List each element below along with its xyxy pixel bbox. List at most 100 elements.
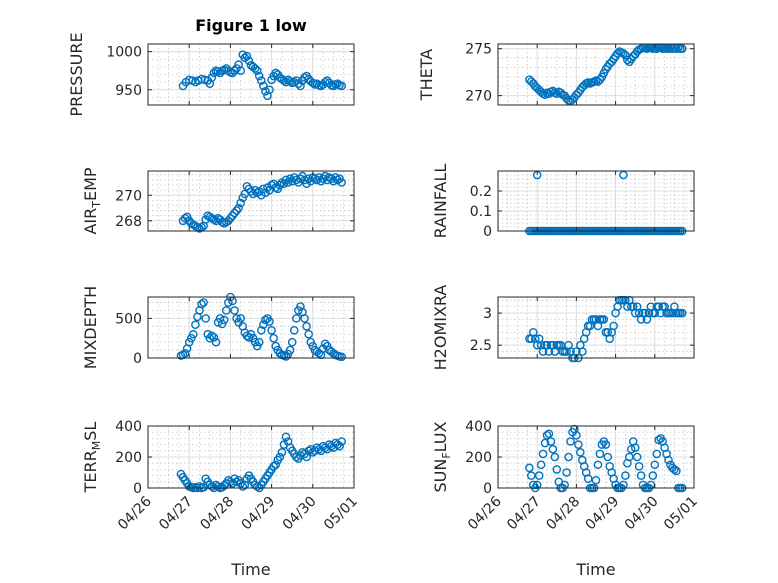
data-point-pressure (254, 71, 264, 81)
data-point-mixdepth (207, 331, 217, 341)
data-point-airtemp (230, 208, 239, 218)
data-point-sunflux (603, 452, 613, 462)
data-point-sunflux (601, 440, 611, 449)
y-tick-label: 500 (115, 311, 142, 327)
data-point-terrmsl (195, 482, 204, 491)
data-point-mixdepth (285, 345, 295, 355)
data-point-airtemp (289, 173, 299, 182)
data-point-terrmsl (238, 482, 248, 491)
x-tick-label: 04/26 (465, 493, 505, 533)
y-tick-label: 268 (115, 214, 142, 230)
data-point-airtemp (318, 174, 328, 183)
data-point-terrmsl (269, 461, 278, 471)
axes-airtemp: 268 270 AIRTEMP (81, 167, 355, 235)
x-tick-label: 04/28 (543, 494, 583, 534)
data-point-sunflux (534, 471, 544, 480)
data-point-sunflux (536, 460, 546, 470)
data-point-pressure (259, 81, 268, 91)
data-point-mixdepth (256, 325, 266, 335)
x-tick-label: 04/27 (156, 494, 196, 534)
data-point-mixdepth (289, 325, 299, 335)
axes-frame (497, 296, 695, 359)
data-point-sunflux (621, 471, 630, 480)
y-tick-label: 0.1 (470, 204, 492, 220)
data-point-pressure (281, 77, 291, 87)
data-point-theta (621, 50, 630, 60)
axes-theta: 270 275 THETA (417, 42, 695, 106)
data-point-pressure (242, 51, 252, 61)
data-point-airtemp (337, 178, 346, 187)
x-tick-label: 04/27 (504, 494, 544, 534)
data-point-sunflux (664, 455, 673, 465)
data-point-pressure (289, 77, 299, 87)
data-point-theta (677, 44, 687, 53)
data-point-mixdepth (236, 314, 245, 323)
y-tick-label: 1000 (106, 45, 142, 61)
data-point-h2omixra (577, 347, 587, 356)
data-point-mixdepth (191, 320, 200, 330)
data-point-airtemp (244, 184, 254, 194)
y-tick-label: 2.5 (470, 338, 492, 354)
axes-sunflux: 0 200 400 04/26 04/27 04/28 04/29 04/30 05/01 SUN… (431, 419, 701, 579)
plot-area (497, 170, 695, 232)
data-point-terrmsl (207, 482, 217, 491)
data-point-mixdepth (180, 348, 190, 358)
data-point-mixdepth (265, 317, 274, 326)
data-point-theta (613, 49, 622, 58)
data-point-sunflux (562, 468, 571, 477)
data-point-terrmsl (275, 452, 285, 462)
data-point-sunflux (591, 475, 601, 485)
data-point-sunflux (538, 449, 548, 459)
x-tick-label: 04/28 (197, 494, 237, 534)
y-axis-label: PRESSURE (67, 32, 86, 116)
y-tick-label: 275 (465, 42, 492, 58)
data-point-pressure (296, 81, 305, 91)
figure-title: Figure 1 low (195, 16, 307, 35)
data-point-mixdepth (261, 315, 270, 325)
data-point-mixdepth (302, 322, 311, 331)
data-point-pressure (329, 81, 338, 91)
data-point-terrmsl (252, 482, 262, 491)
x-tick-label: 04/29 (583, 494, 623, 534)
data-point-sunflux (670, 465, 679, 474)
data-point-sunflux (593, 460, 603, 470)
data-point-pressure (279, 76, 289, 85)
data-point-pressure (285, 77, 295, 86)
data-point-airtemp (236, 198, 245, 208)
y-tick-label: 0 (133, 481, 142, 497)
x-tick-label: 05/01 (321, 494, 361, 534)
data-point-airtemp (322, 175, 332, 185)
data-point-terrmsl (213, 482, 223, 491)
y-axis-label: RAINFALL (431, 164, 450, 239)
data-point-mixdepth (320, 339, 330, 349)
data-point-sunflux (548, 444, 558, 454)
data-point-theta (552, 89, 562, 99)
data-point-sunflux (576, 448, 585, 457)
axes-rainfall: 0 0.1 0.2 RAINFALL (431, 164, 695, 240)
data-point-mixdepth (300, 314, 309, 323)
data-point-pressure (300, 73, 309, 82)
data-point-mixdepth (304, 329, 313, 339)
y-tick-label: 200 (115, 450, 142, 466)
y-axis-label: TERRMSL (81, 422, 103, 494)
data-point-terrmsl (219, 481, 229, 490)
data-point-mixdepth (211, 337, 221, 347)
y-tick-label: 0 (483, 224, 492, 240)
data-point-mixdepth (292, 314, 301, 323)
data-point-airtemp (275, 180, 285, 190)
x-tick-label: 04/30 (622, 494, 662, 534)
y-tick-label: 400 (465, 419, 492, 435)
data-point-mixdepth (201, 314, 210, 323)
data-point-sunflux (542, 430, 552, 440)
data-point-airtemp (242, 182, 252, 191)
data-point-airtemp (316, 176, 326, 186)
data-point-h2omixra (677, 308, 687, 318)
data-point-airtemp (232, 206, 241, 215)
data-point-mixdepth (267, 325, 276, 335)
data-point-mixdepth (296, 302, 305, 311)
data-point-airtemp (327, 174, 336, 183)
axes-pressure: 950 1000 PRESSURE (67, 32, 355, 117)
x-axis-label: Time (575, 560, 615, 579)
data-point-airtemp (292, 175, 301, 185)
